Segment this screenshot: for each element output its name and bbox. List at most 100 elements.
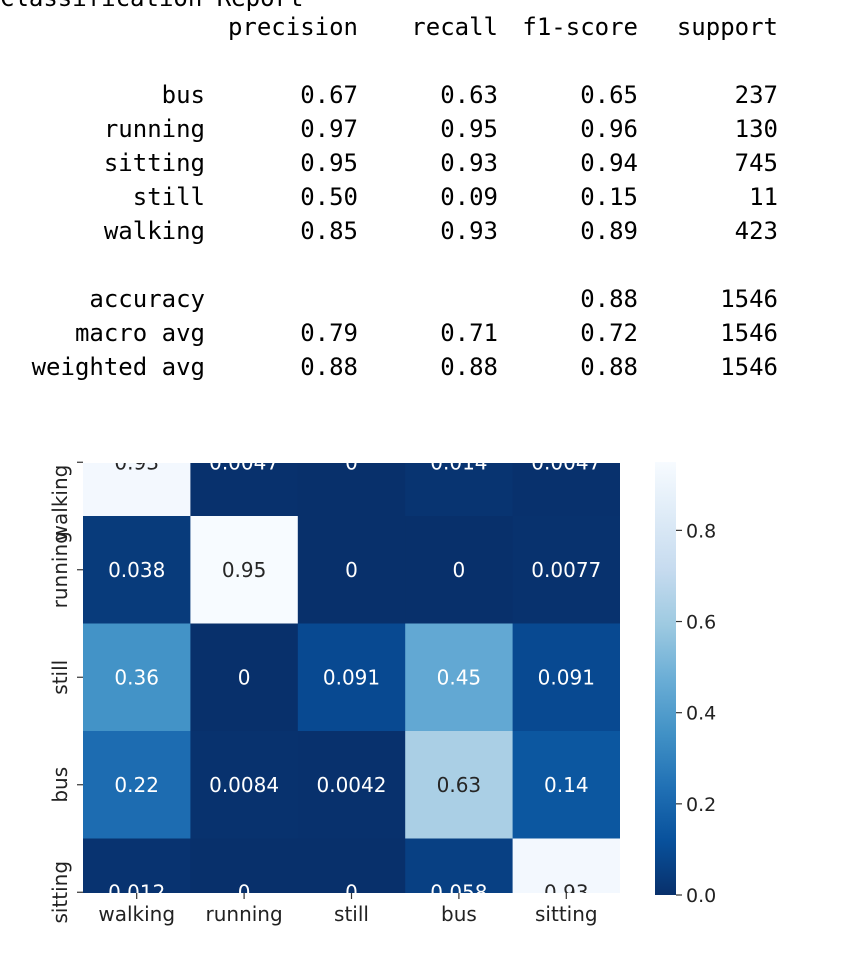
report-cell: 0.65 [580,81,638,109]
heatmap-cell [190,838,299,893]
report-summary-cell: 1546 [720,319,778,347]
y-tick-label: bus [48,767,72,803]
report-row-label: still [132,183,205,211]
x-tick-label: still [334,902,369,926]
y-tick-label: sitting [48,861,72,924]
heatmap-cell [190,731,299,839]
report-cell: 0.15 [580,183,638,211]
report-cell: 0.63 [440,81,498,109]
heatmap-cell-label: 0.93 [114,450,159,474]
heatmap-cell-label: 0 [238,665,251,689]
heatmap-cell-label: 0.0042 [317,773,387,797]
heatmap-cell [83,516,191,624]
report-cell: 423 [734,217,778,245]
y-tick-label: running [48,531,72,608]
heatmap-cell [405,731,514,839]
heatmap-cell [297,623,406,732]
report-partial-title: Classification Report [0,0,303,10]
report-row-label: running [103,115,205,143]
report-cell: 0.67 [300,81,358,109]
report-cell: 0.89 [580,217,638,245]
heatmap-cell [190,623,299,732]
colorbar-tick-label: 0.2 [686,794,716,816]
report-column-header: recall [411,13,498,41]
report-cell: 0.09 [440,183,498,211]
heatmap-cell-label: 0.0077 [531,558,601,582]
heatmap-cell-label: 0 [345,880,358,904]
report-cell: 130 [734,115,778,143]
x-tick-label: running [206,902,283,926]
heatmap-cell-label: 0.14 [544,773,589,797]
heatmap-cell-label: 0.012 [108,880,165,904]
report-summary-cell: 0.88 [580,285,638,313]
heatmap-cell-label: 0.091 [323,665,380,689]
heatmap-cell-label: 0 [453,558,466,582]
colorbar-tick-label: 0.4 [686,703,716,725]
report-summary-label: weighted avg [31,353,205,381]
heatmap-cell [405,838,514,893]
heatmap-cell [297,838,406,893]
report-summary-cell: 0.71 [440,319,498,347]
heatmap-cell [83,838,191,893]
y-tick-label: still [48,660,72,695]
heatmap-cell [512,463,620,517]
heatmap-cell-label: 0 [238,880,251,904]
heatmap-cell [405,463,514,517]
heatmap-cell-label: 0 [345,558,358,582]
confusion-matrix-heatmap: 0.93 0.0047 0 0.014 0.0047 0.038 0.95 0 0 0.0077 0… [48,450,716,926]
report-cell: 11 [749,183,778,211]
colorbar: 0.0 0.2 0.4 0.6 0.8 [655,462,716,907]
heatmap-cell-label: 0.0084 [209,773,279,797]
report-summary-cell: 1546 [720,285,778,313]
report-row-label: walking [103,217,205,245]
heatmap-cell [512,838,620,893]
report-column-header: support [676,13,778,41]
report-summary-cell: 0.88 [300,353,358,381]
heatmap-cell [190,516,299,624]
colorbar-gradient [655,462,676,895]
colorbar-tick-label: 0.6 [686,612,716,634]
heatmap-cell [83,463,191,517]
heatmap-cell-label: 0.091 [538,665,595,689]
report-cell: 0.95 [440,115,498,143]
heatmap-cell-label: 0.63 [437,773,482,797]
heatmap-cell [190,463,299,517]
report-cell: 237 [734,81,778,109]
report-cell: 0.95 [300,149,358,177]
heatmap-cell-label: 0.058 [430,880,487,904]
heatmap-cell-label: 0.36 [114,665,159,689]
heatmap-cell [297,731,406,839]
x-tick-label: bus [441,902,477,926]
report-cell: 0.96 [580,115,638,143]
report-summary-cell: 1546 [720,353,778,381]
report-column-header: precision [227,13,358,41]
report-summary-cell: 0.88 [440,353,498,381]
heatmap-cell-label: 0 [345,450,358,474]
classification-report: Classification Report precision recall f1-s… [0,0,842,400]
report-row-label: sitting [103,149,205,177]
report-summary-cell: 0.79 [300,319,358,347]
y-tick-label: walking [48,465,72,542]
heatmap-cell-label: 0.45 [437,665,482,689]
heatmap-cell [297,463,406,517]
heatmap-cell-label: 0.0047 [531,450,601,474]
heatmap-cell-label: 0.95 [222,558,267,582]
report-column-header: f1-score [522,13,638,41]
heatmap-cell-label: 0.93 [544,880,589,904]
colorbar-tick-label: 0.0 [686,885,716,907]
colorbar-tick-label: 0.8 [686,520,716,542]
heatmap-cell [405,516,514,624]
heatmap-cell-label: 0.0047 [209,450,279,474]
heatmap-cell [512,516,620,624]
x-tick-label: walking [98,902,175,926]
heatmap-axes: walking running still bus sittingwalkingrunn… [48,461,598,926]
report-summary-cell: 0.88 [580,353,638,381]
report-cell: 0.85 [300,217,358,245]
report-cell: 0.93 [440,217,498,245]
report-summary-label: accuracy [89,285,205,313]
heatmap-cell [297,516,406,624]
heatmap-cell [512,731,620,839]
report-cell: 0.50 [300,183,358,211]
heatmap-cell [512,623,620,732]
report-summary-cell: 0.72 [580,319,638,347]
